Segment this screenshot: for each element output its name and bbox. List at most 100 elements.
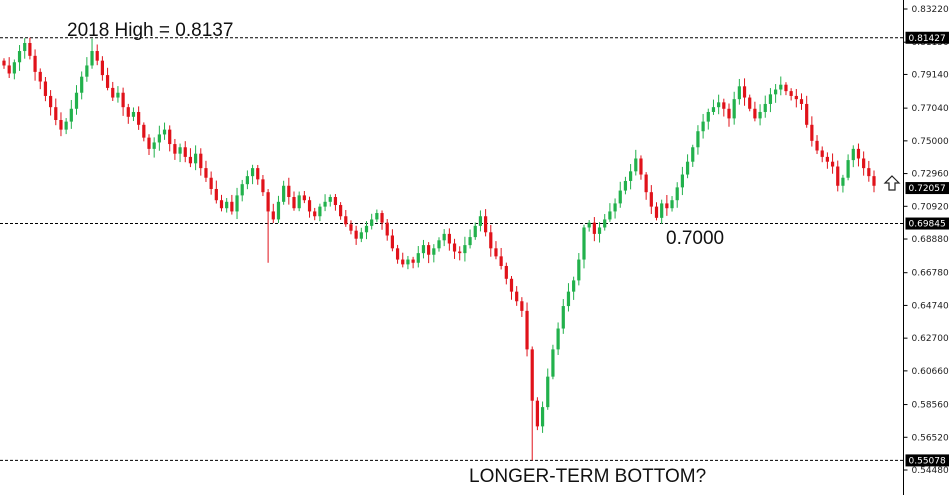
price-tick-label: 0.68880 (912, 235, 949, 245)
candle-body (142, 124, 146, 138)
candles (2, 37, 876, 461)
candle-body (634, 158, 638, 172)
price-level-label: 0.55078 (909, 456, 946, 466)
candle-body (416, 253, 420, 263)
candle-body (401, 259, 405, 265)
candle-body (162, 129, 167, 135)
price-tick-label: 0.62700 (912, 334, 949, 344)
candle-body (649, 192, 653, 207)
candle-body (504, 265, 508, 279)
candle-body (597, 227, 602, 234)
candle-body (551, 349, 555, 377)
candle-body (225, 201, 229, 209)
candle-body (608, 211, 612, 220)
candle-body (717, 102, 721, 108)
candle-body (768, 94, 773, 104)
candle-body (219, 200, 224, 209)
price-tick-label: 0.60660 (912, 367, 949, 377)
candle-body (774, 89, 778, 95)
candle-body (323, 201, 327, 207)
candle-body (603, 219, 607, 228)
candle-body (152, 142, 156, 149)
candle-body (385, 222, 389, 236)
candle-body (344, 216, 348, 225)
price-tick-label: 0.66780 (912, 269, 949, 279)
candle-body (318, 206, 322, 217)
candle-body (618, 190, 622, 204)
candle-body (307, 200, 312, 212)
up-arrow-icon (883, 175, 901, 191)
candle-body (64, 121, 68, 130)
price-tick-label: 0.83220 (912, 5, 949, 15)
candle-body (131, 111, 136, 117)
candle-body (23, 43, 27, 52)
candle-body (235, 195, 239, 212)
candle-body (546, 376, 550, 408)
price-tick-label: 0.54480 (912, 466, 949, 476)
candle-body (147, 137, 151, 149)
candle-body (313, 211, 317, 217)
candle-body (287, 185, 291, 197)
candle-body (297, 195, 301, 209)
candle-body (292, 196, 296, 209)
candle-body (799, 99, 804, 104)
candle-body (116, 92, 120, 98)
candle-body (515, 291, 519, 302)
candle-body (80, 76, 84, 93)
candle-body (623, 180, 628, 191)
candle-body (7, 65, 11, 74)
candle-body (250, 168, 255, 177)
candle-body (872, 176, 876, 186)
candle-body (789, 91, 793, 96)
candle-body (137, 111, 141, 125)
candle-body (784, 84, 788, 92)
candle-body (59, 119, 63, 130)
candle-body (339, 205, 343, 217)
candle-body (54, 107, 58, 120)
candle-body (753, 108, 757, 119)
candle-body (95, 51, 99, 61)
annotation-longer-term-bottom: LONGER-TERM BOTTOM? (469, 466, 706, 487)
candle-body (349, 224, 353, 231)
candle-body (266, 192, 270, 212)
price-level-label: 0.69845 (909, 220, 946, 230)
current-price-label: 0.72057 (909, 184, 946, 194)
candle-body (276, 201, 281, 220)
candle-body (328, 196, 332, 202)
candle-body (722, 102, 726, 109)
candle-body (639, 158, 643, 175)
candle-body (509, 278, 514, 292)
candle-body (183, 147, 187, 157)
candle-body (592, 222, 596, 234)
candle-body (530, 349, 534, 401)
candle-body (100, 60, 104, 76)
candle-body (561, 306, 565, 329)
candle-body (178, 147, 182, 154)
candle-body (711, 107, 716, 112)
candle-body (825, 156, 829, 162)
candle-body (463, 245, 467, 254)
candle-body (302, 195, 306, 201)
candle-body (566, 291, 571, 307)
candle-body (742, 86, 747, 98)
candle-body (427, 245, 431, 255)
candle-body (157, 134, 161, 143)
candle-body (395, 248, 400, 260)
candle-body (380, 213, 384, 223)
price-level-label-box (905, 31, 949, 44)
price-tick-label: 0.58560 (912, 401, 949, 411)
candle-body (815, 140, 819, 151)
price-tick-label: 0.72960 (912, 170, 949, 180)
candle-body (473, 225, 477, 238)
candle-body (644, 174, 648, 193)
price-levels (0, 37, 904, 461)
candle-body (458, 251, 462, 254)
candle-body (779, 84, 783, 90)
candle-body (748, 97, 752, 109)
candle-body (675, 187, 679, 201)
candle-body (629, 171, 633, 181)
candle-body (370, 219, 374, 226)
candle-body (245, 176, 249, 185)
candle-body (706, 111, 710, 122)
